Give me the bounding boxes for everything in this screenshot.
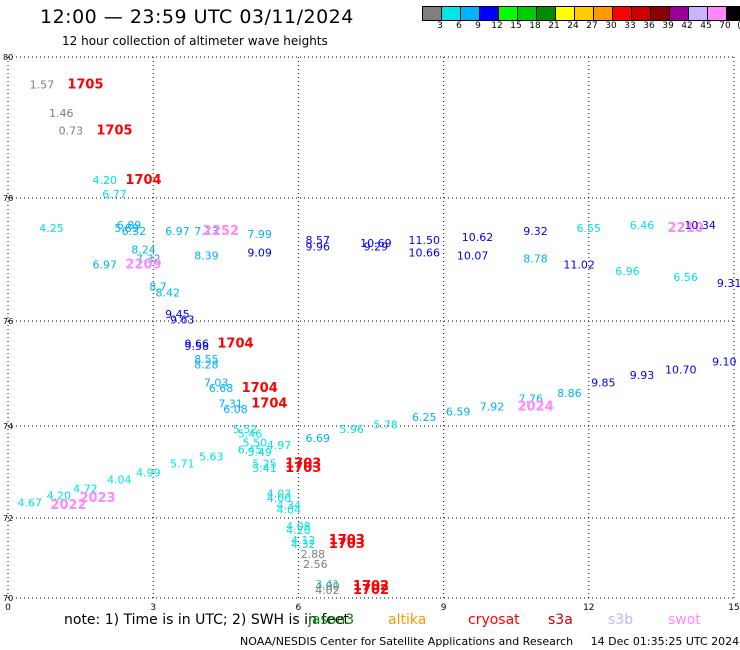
x-tick-label: 12 [583,603,594,613]
wave-height-value: 5.96 [339,423,364,436]
wave-height-value: 6.77 [102,188,127,201]
wave-height-value: 4.25 [39,222,64,235]
wave-height-value: 9.63 [170,314,195,327]
wave-height-value: 0.73 [59,125,84,138]
wave-height-value: 8.28 [194,358,219,371]
wave-height-value: 4.99 [136,467,161,480]
satellite-pass-label: 2024 [517,399,553,414]
wave-height-value: 9.93 [630,369,655,382]
wave-height-value: 10.70 [665,364,697,377]
wave-height-value: 8.86 [557,387,582,400]
satellite-pass-label: 2022 [50,498,86,513]
wave-height-value: 9.85 [591,377,616,390]
footer-center: NOAA/NESDIS Center for Satellite Applica… [240,635,573,648]
y-tick-label: 80 [3,53,13,62]
satellite-jason3: jason3 [308,612,354,628]
wave-height-value: 7.92 [480,400,505,413]
wave-height-value: 10.66 [408,246,440,259]
footer: NOAA/NESDIS Center for Satellite Applica… [240,635,740,648]
wave-height-value: 8.78 [523,253,548,266]
wave-height-value: 9.09 [247,246,272,259]
wave-height-value: 9.96 [306,240,331,253]
wave-height-value: 8.39 [194,250,219,263]
wave-height-value: 4.97 [267,439,292,452]
wave-height-value: 6.96 [615,265,640,278]
wave-height-value: 9.10 [712,356,737,369]
satellite-pass-label: 1703 [285,461,321,476]
wave-height-value: 9.32 [523,225,548,238]
satellite-swot: swot [668,612,701,628]
wave-height-value: 4.04 [107,474,132,487]
satellite-pass-label: 1704 [251,397,287,412]
satellite-pass-label: 1705 [67,78,103,93]
wave-height-value: 6.08 [223,403,248,416]
wave-height-value: 1.46 [49,107,74,120]
wave-height-value: 1.57 [30,79,55,92]
wave-height-value: 10.62 [462,231,494,244]
wave-height-value: 9.58 [185,340,210,353]
wave-height-value: 2.56 [303,558,328,571]
y-tick-label: 78 [3,194,13,203]
satellite-s3b: s3b [608,612,633,628]
x-tick-label: 15 [728,603,739,613]
wave-height-value: 6.55 [577,222,602,235]
x-tick-label: 0 [5,603,11,613]
y-tick-label: 70 [3,594,13,603]
wave-height-value: 9.29 [364,240,389,253]
wave-height-value: 6.46 [630,219,655,232]
wave-height-value: 6.32 [122,225,147,238]
satellite-pass-label: 1704 [125,173,161,188]
wave-height-value: 8.42 [155,286,180,299]
satellite-pass-label: 1703 [329,537,365,552]
satellite-cryosat: cryosat [468,612,520,628]
wave-height-value: 4.20 [93,174,118,187]
wave-height-value: 5.63 [199,451,224,464]
satellite-pass-label: 2209 [125,258,161,273]
x-tick-label: 9 [441,603,447,613]
wave-height-value: 6.56 [673,271,698,284]
satellite-pass-label: 1702 [353,583,389,598]
wave-height-chart: 0 3 6 9 12 157072747678801.57 17051.460.73 1705… [0,0,740,650]
satellite-altika: altika [388,612,426,628]
wave-height-value: 4.02 [315,584,340,597]
satellite-pass-label: 2252 [203,224,239,239]
footer-date: 14 Dec 01:35:25 UTC 2024 [591,635,739,648]
wave-height-value: 6.69 [306,432,331,445]
wave-height-value: 6.25 [412,411,437,424]
note-text: note: 1) Time is in UTC; 2) SWH is in fe… [64,612,349,628]
satellite-s3a: s3a [548,612,573,628]
y-tick-label: 72 [3,514,13,523]
wave-height-value: 10.34 [684,219,716,232]
y-tick-label: 76 [3,317,13,326]
wave-height-value: 6.97 [165,225,190,238]
wave-height-value: 4.67 [18,497,43,510]
wave-height-value: 7.99 [247,228,272,241]
wave-height-value: 6.97 [93,259,118,272]
satellite-pass-label: 1705 [96,124,132,139]
satellite-pass-label: 1704 [217,336,253,351]
wave-height-value: 5.71 [170,457,195,470]
wave-height-value: 9.31 [717,277,740,290]
wave-height-value: 10.07 [457,250,489,263]
satellite-pass-label: 1704 [242,381,278,396]
wave-height-value: 5.41 [252,462,277,475]
wave-height-value: 6.68 [209,382,234,395]
wave-height-value: 11.50 [408,234,440,247]
wave-height-value: 4.04 [276,503,301,516]
wave-height-value: 5.78 [373,418,398,431]
wave-height-value: 11.02 [563,259,595,272]
wave-height-value: 6.59 [446,406,471,419]
y-tick-label: 74 [3,422,13,431]
